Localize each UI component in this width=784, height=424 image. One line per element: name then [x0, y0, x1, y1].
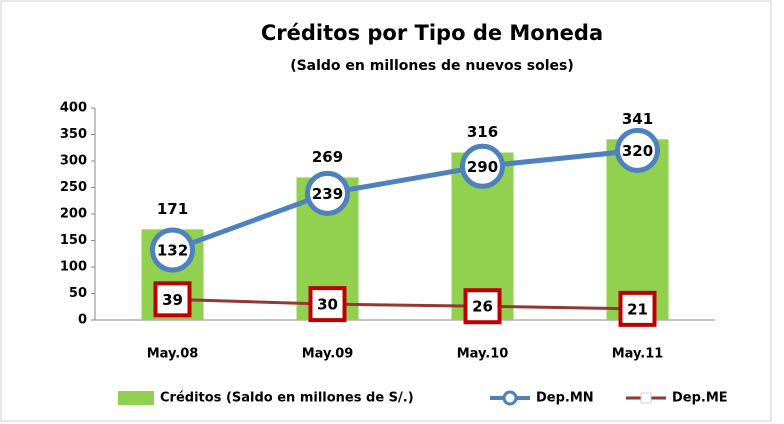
marker — [153, 281, 192, 318]
y-tick-label: 350 — [60, 127, 87, 142]
data-label: 26 — [472, 298, 493, 316]
data-label: 341 — [622, 110, 653, 128]
data-label: 290 — [467, 158, 498, 176]
legend-swatch — [118, 391, 154, 405]
data-label: 21 — [627, 300, 648, 318]
data-label: 39 — [162, 291, 183, 309]
marker — [308, 286, 347, 323]
line — [171, 147, 638, 253]
y-tick-label: 150 — [60, 233, 87, 248]
y-tick-label: 200 — [60, 207, 87, 222]
legend-label: Dep.MN — [536, 391, 594, 406]
data-label: 171 — [157, 200, 188, 218]
chart-subtitle: (Saldo en millones de nuevos soles) — [290, 58, 574, 74]
chart-title: Créditos por Tipo de Moneda — [261, 21, 603, 45]
legend-marker — [640, 392, 652, 404]
line — [172, 297, 638, 311]
y-tick-label: 400 — [60, 101, 87, 116]
x-tick-label: May.11 — [612, 347, 664, 362]
x-tick-label: May.08 — [147, 347, 199, 362]
y-tick-label: 250 — [60, 180, 87, 195]
y-tick-label: 100 — [60, 260, 87, 275]
data-label: 239 — [312, 185, 343, 203]
legend-label: Créditos (Saldo en millones de S/.) — [160, 391, 414, 406]
data-label: 320 — [622, 142, 653, 160]
data-label: 30 — [317, 296, 338, 314]
marker — [615, 127, 660, 173]
data-label: 132 — [157, 242, 188, 260]
marker — [463, 288, 502, 325]
y-tick-label: 300 — [60, 154, 87, 169]
x-tick-label: May.10 — [457, 347, 509, 362]
legend-marker — [502, 390, 518, 406]
marker — [150, 227, 195, 273]
data-label: 316 — [467, 123, 498, 141]
legend-label: Dep.ME — [672, 391, 728, 406]
marker — [305, 170, 350, 216]
y-tick-label: 0 — [78, 313, 87, 328]
data-label: 269 — [312, 148, 343, 166]
marker — [618, 290, 657, 327]
marker — [460, 143, 505, 189]
x-tick-label: May.09 — [302, 347, 354, 362]
y-tick-label: 50 — [69, 286, 87, 301]
